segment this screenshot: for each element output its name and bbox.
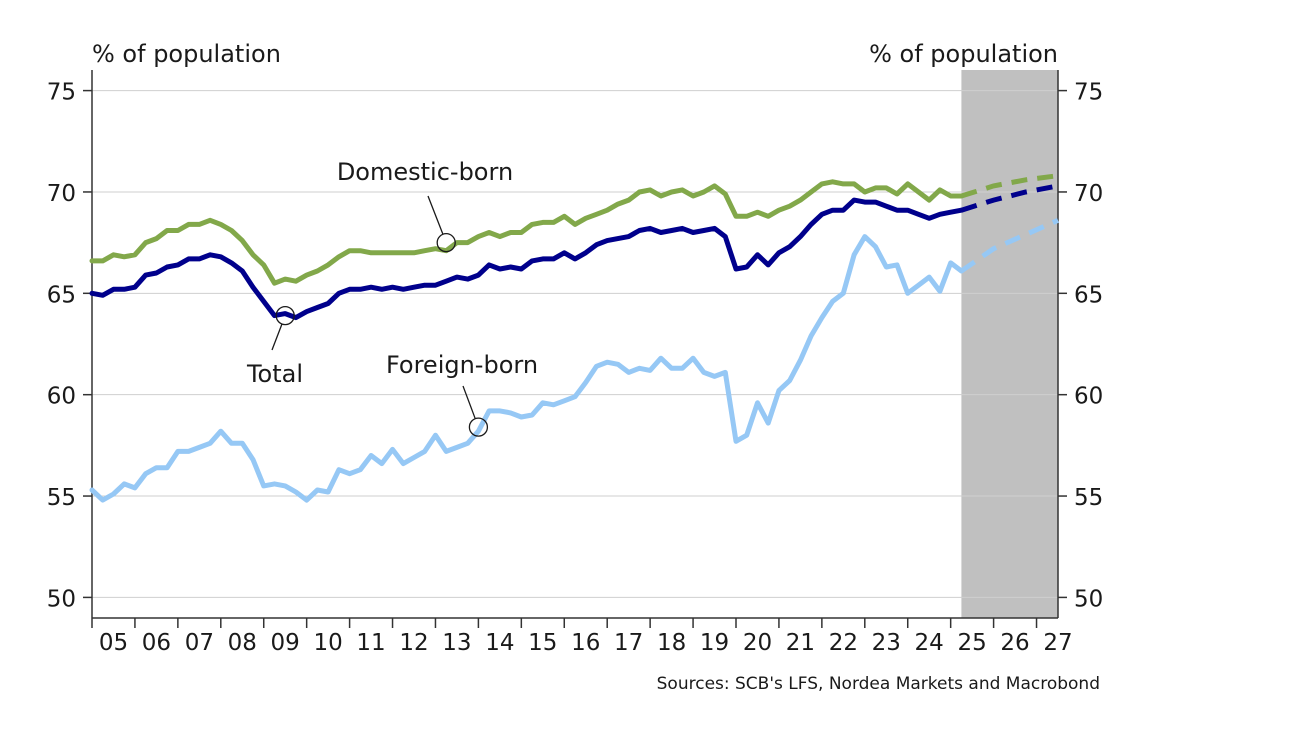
x-tick-label: 11 — [356, 630, 385, 656]
annotation-label: Total — [246, 360, 303, 388]
x-tick-label: 24 — [915, 630, 944, 656]
annotation-label: Foreign-born — [386, 351, 538, 379]
x-tick-label: 16 — [571, 630, 600, 656]
y-axis-label-right: % of population — [869, 40, 1058, 68]
x-tick-label: 25 — [957, 630, 986, 656]
annotation-leader — [427, 195, 444, 235]
x-tick-label: 21 — [786, 630, 815, 656]
x-tick-label: 14 — [485, 630, 514, 656]
forecast-shading — [961, 70, 1058, 618]
x-tick-label: 05 — [99, 630, 128, 656]
x-tick-label: 19 — [700, 630, 729, 656]
series-line-0 — [89, 179, 964, 286]
x-tick-label: 12 — [399, 630, 428, 656]
x-tick-label: 13 — [442, 630, 471, 656]
annotation-marker — [275, 305, 295, 326]
y-tick-label-right: 50 — [1074, 586, 1103, 612]
annotation-marker — [436, 232, 456, 253]
x-tick-label: 27 — [1043, 630, 1072, 656]
y-tick-label-left: 60 — [47, 384, 76, 410]
gridlines — [92, 90, 1058, 598]
x-tick-label: 10 — [313, 630, 342, 656]
series-line-2 — [89, 234, 964, 503]
annotations: Domestic-born Total Foreign-born — [246, 158, 538, 437]
y-tick-label-left: 70 — [47, 181, 76, 207]
x-tick-label: 23 — [872, 630, 901, 656]
annotation-label: Domestic-born — [337, 158, 513, 186]
y-tick-label-right: 75 — [1074, 80, 1103, 106]
series-line-1 — [89, 197, 964, 321]
x-tick-label: 20 — [743, 630, 772, 656]
y-tick-label-right: 60 — [1074, 384, 1103, 410]
y-tick-label-right: 55 — [1074, 485, 1103, 511]
x-tick-label: 09 — [271, 630, 300, 656]
annotation-leader — [462, 385, 476, 419]
source-note: Sources: SCB's LFS, Nordea Markets and M… — [657, 674, 1100, 694]
y-tick-label-right: 70 — [1074, 181, 1103, 207]
y-tick-label-left: 75 — [47, 80, 76, 106]
x-tick-label: 06 — [142, 630, 171, 656]
tick-marks: 50 50 55 55 60 60 65 65 70 70 75 75 05 06 07 08 09 10 11 12… — [47, 80, 1104, 656]
annotation-marker — [468, 417, 489, 437]
x-tick-label: 07 — [185, 630, 214, 656]
x-tick-label: 26 — [1000, 630, 1029, 656]
y-tick-label-left: 65 — [47, 282, 76, 308]
x-tick-label: 18 — [657, 630, 686, 656]
y-tick-label-left: 50 — [47, 586, 76, 612]
y-tick-label-right: 65 — [1074, 282, 1103, 308]
x-tick-label: 08 — [228, 630, 257, 656]
series-forecast-line-2 — [959, 218, 1060, 274]
x-tick-label: 22 — [829, 630, 858, 656]
axes — [91, 70, 1059, 619]
series-forecast-line-0 — [960, 173, 1059, 199]
annotation-leader — [271, 323, 283, 351]
y-tick-label-left: 55 — [47, 485, 76, 511]
series-forecast-line-1 — [960, 183, 1059, 213]
series-lines — [89, 173, 1060, 503]
x-tick-label: 15 — [528, 630, 557, 656]
y-axis-label-left: % of population — [92, 40, 281, 68]
x-tick-label: 17 — [614, 630, 643, 656]
